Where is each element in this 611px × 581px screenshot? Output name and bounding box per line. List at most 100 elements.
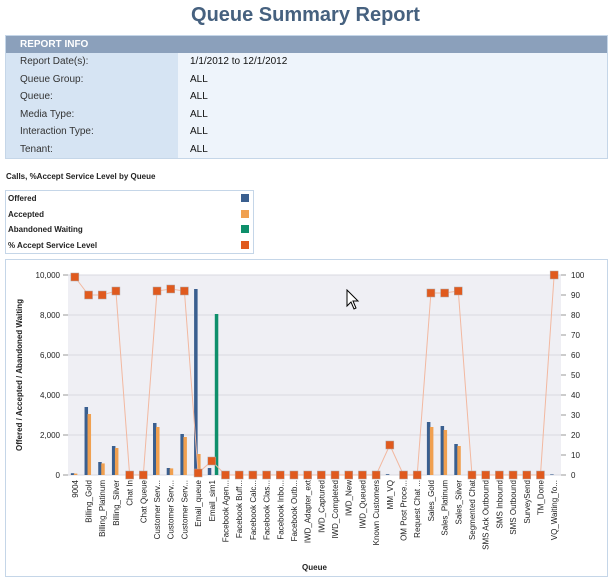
y-tick-label: 2,000 <box>40 431 61 440</box>
y-tick-label: 0 <box>56 471 61 480</box>
x-tick-label: Facebook Buff... <box>235 480 244 538</box>
report-info-value: ALL <box>190 73 208 85</box>
report-info-header: REPORT INFO <box>6 36 607 53</box>
x-tick-label: TM_Done <box>536 479 545 515</box>
y2-tick-label: 90 <box>571 291 580 300</box>
service-level-point <box>125 470 134 480</box>
bar <box>440 426 445 475</box>
x-tick-label: IWD_New <box>345 480 354 516</box>
service-level-point <box>262 470 271 480</box>
service-level-point <box>70 272 80 282</box>
y2-tick-label: 60 <box>571 351 580 360</box>
service-level-point <box>549 270 559 280</box>
x-tick-label: Sales_Gold <box>427 480 436 521</box>
report-info-value: ALL <box>190 126 208 137</box>
x-tick-label: Segmented Chat <box>468 479 477 540</box>
service-level-point <box>317 470 326 480</box>
service-level-point <box>371 470 381 480</box>
x-tick-label: Billing_Gold <box>85 480 94 523</box>
y2-tick-label: 70 <box>571 331 580 340</box>
x-axis-title: Queue <box>302 563 327 572</box>
report-info-value: ALL <box>190 91 208 102</box>
legend-label: Abandoned Waiting <box>8 225 83 234</box>
bar <box>183 437 187 475</box>
y2-tick-label: 50 <box>571 371 580 380</box>
legend-item: Abandoned Waiting <box>6 222 253 238</box>
service-level-point <box>276 470 285 480</box>
service-level-point <box>234 470 244 480</box>
service-level-point <box>84 290 93 300</box>
y2-tick-label: 20 <box>571 431 580 440</box>
service-level-point <box>139 470 148 480</box>
service-level-point <box>522 470 532 480</box>
bar <box>114 448 119 475</box>
service-level-point <box>454 286 463 296</box>
x-tick-label: Known Customers <box>372 480 381 545</box>
x-tick-label: IWD_Captured <box>317 480 326 533</box>
bar <box>87 414 92 475</box>
y2-tick-label: 100 <box>571 271 585 280</box>
x-tick-label: IWD_Queued <box>358 480 367 528</box>
x-tick-label: IWD_Adapter_ext <box>304 479 313 543</box>
service-level-point <box>536 470 545 480</box>
report-info-row: Interaction Type: ALL <box>6 123 607 141</box>
legend-item: Accepted <box>6 207 253 223</box>
service-level-point <box>440 288 449 298</box>
service-level-point <box>412 470 422 480</box>
x-tick-label: Chat In <box>126 480 135 506</box>
report-info-label: Queue Group: <box>6 70 178 88</box>
service-level-point <box>303 470 312 480</box>
service-level-point <box>330 470 340 480</box>
chart-title: Calls, %Accept Service Level by Queue <box>6 172 156 181</box>
bar <box>457 446 461 475</box>
service-level-point <box>385 440 395 450</box>
bar <box>156 427 160 475</box>
page-title: Queue Summary Report <box>191 4 420 26</box>
bar <box>207 468 212 475</box>
x-tick-label: SurveySend <box>523 480 532 524</box>
x-tick-label: Customer Serv... <box>153 480 162 539</box>
bar <box>429 427 434 475</box>
service-level-point <box>193 468 203 478</box>
x-tick-label: 9004 <box>71 479 80 497</box>
bar <box>70 473 75 475</box>
bar <box>169 468 174 475</box>
x-tick-label: Billing_Platinum <box>98 480 107 537</box>
y2-tick-label: 80 <box>571 311 580 320</box>
bar <box>443 430 448 475</box>
legend-swatch <box>241 209 249 218</box>
service-level-point <box>495 470 504 480</box>
report-info-row: Tenant: ALL <box>6 140 607 158</box>
mouse-pointer-icon <box>346 289 360 310</box>
bar <box>153 423 157 475</box>
x-tick-label: Request Chat ... <box>413 480 422 538</box>
legend-label: % Accept Service Level <box>8 240 98 250</box>
report-info-value: ALL <box>190 143 208 155</box>
x-tick-label: VQ_Waiting_fo... <box>550 480 559 540</box>
bar <box>98 462 102 475</box>
bar <box>111 446 116 475</box>
x-tick-label: OM Post Proce... <box>400 480 409 541</box>
x-tick-label: Sales_Silver <box>454 480 463 525</box>
x-tick-label: SMS Inbound <box>495 480 504 528</box>
service-level-point <box>207 456 217 466</box>
report-info-row: Queue Group: ALL <box>6 70 607 88</box>
x-tick-label: IWD_Completed <box>331 480 340 539</box>
bar <box>197 454 201 475</box>
x-tick-label: Sales_Platinum <box>441 480 450 536</box>
legend-label: Offered <box>8 194 37 203</box>
x-tick-label: Chat Queue <box>139 479 148 523</box>
legend-swatch <box>241 240 249 249</box>
x-tick-label: Facebook Calc... <box>249 480 258 540</box>
x-tick-label: Facebook Agen... <box>221 480 230 542</box>
x-tick-label: Customer Serv... <box>167 480 176 539</box>
service-level-point <box>221 470 230 480</box>
bar <box>426 422 431 475</box>
y-tick-label: 10,000 <box>36 271 61 280</box>
y2-tick-label: 10 <box>571 451 580 460</box>
x-tick-label: Facebook Outb... <box>290 480 299 541</box>
y2-tick-label: 30 <box>571 411 580 420</box>
legend-swatch <box>241 194 249 202</box>
bar <box>101 463 105 475</box>
service-level-point <box>248 470 258 480</box>
